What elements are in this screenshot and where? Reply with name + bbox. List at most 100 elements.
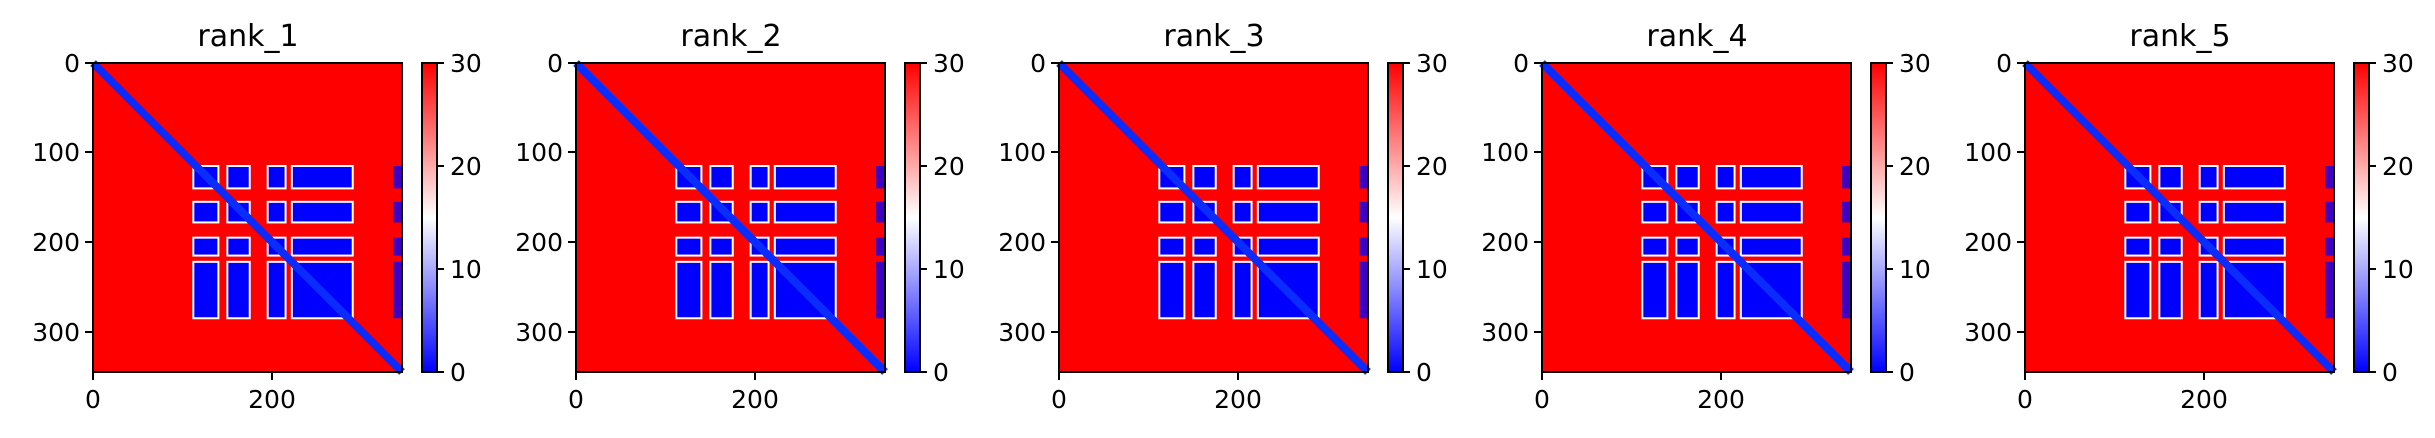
colorbar: 30 20 10 0 (904, 49, 965, 387)
panel-4: rank_4 0 100 200 300 0 200 30 (1481, 19, 1931, 414)
heatmap-diagonal (2022, 60, 2337, 375)
heatmap-block (1158, 260, 1186, 320)
heatmap-block (290, 236, 354, 257)
x-tick-label: 0 (85, 385, 101, 414)
y-tick-label: 0 (547, 49, 563, 78)
y-axis: 0 100 200 300 (515, 49, 576, 347)
heatmap-block (226, 260, 251, 320)
heatmap-block (290, 200, 354, 224)
heatmap-diagonal (1056, 60, 1371, 375)
y-tick-label: 200 (32, 228, 80, 257)
colorbar-tick-label: 30 (2382, 49, 2414, 78)
heatmap-block (675, 200, 703, 224)
heatmap-block (675, 260, 703, 320)
heatmap-block (2124, 260, 2152, 320)
y-tick-label: 0 (1996, 49, 2012, 78)
heatmap-block (192, 260, 220, 320)
panel-title: rank_5 (2129, 19, 2230, 54)
y-tick-label: 100 (998, 138, 1046, 167)
colorbar-tick-label: 10 (933, 255, 965, 284)
colorbar-tick-label: 20 (1899, 152, 1931, 181)
heatmap-block (2222, 236, 2286, 257)
heatmap-block (1675, 236, 1700, 257)
heatmap-block (1158, 200, 1186, 224)
heatmap-edge-block (876, 166, 885, 189)
heatmap-edge-block (1842, 201, 1851, 223)
x-axis: 0 200 (2017, 372, 2228, 414)
heatmap-edge-block (1842, 166, 1851, 189)
colorbar-tick-label: 30 (933, 49, 965, 78)
heatmap-block (773, 165, 837, 190)
x-tick-label: 0 (2017, 385, 2033, 414)
colorbar-tick-label: 20 (933, 152, 965, 181)
panel-3: rank_3 0 100 200 300 0 200 30 (998, 19, 1448, 414)
y-axis: 0 100 200 300 (32, 49, 93, 347)
heatmap-edge-block (393, 237, 402, 256)
heatmap-block (2158, 236, 2183, 257)
x-axis: 0 200 (1051, 372, 1262, 414)
heatmap-block (1641, 236, 1669, 257)
heatmap-block (709, 165, 734, 190)
heatmap-block (2222, 200, 2286, 224)
heatmap-block (709, 236, 734, 257)
heatmap-block (2158, 165, 2183, 190)
panel-1: rank_1 0 100 200 300 0 200 30 (32, 19, 482, 414)
colorbar-tick-label: 20 (450, 152, 482, 181)
colorbar-tick-label: 20 (1416, 152, 1448, 181)
heatmap-block (1256, 236, 1320, 257)
panel-title: rank_3 (1163, 19, 1264, 54)
colorbar-tick-label: 20 (2382, 152, 2414, 181)
y-tick-label: 200 (515, 228, 563, 257)
y-tick-label: 0 (1030, 49, 1046, 78)
y-axis: 0 100 200 300 (998, 49, 1059, 347)
heatmap-edge-block (1359, 166, 1368, 189)
heatmap-edge-block (393, 261, 402, 319)
heatmap-edge-block (1359, 201, 1368, 223)
y-tick-label: 0 (1513, 49, 1529, 78)
colorbar: 30 20 10 0 (1870, 49, 1931, 387)
colorbar-tick-label: 10 (1899, 255, 1931, 284)
heatmap-block (1715, 260, 1736, 320)
colorbar-scale (421, 62, 438, 373)
heatmap-block (1715, 165, 1736, 190)
heatmap-block (709, 260, 734, 320)
x-tick-label: 200 (2180, 385, 2228, 414)
heatmap-block (2198, 260, 2219, 320)
y-tick-label: 100 (32, 138, 80, 167)
y-tick-label: 300 (515, 318, 563, 347)
heatmap-block (1256, 165, 1320, 190)
heatmap-edge-block (393, 201, 402, 223)
heatmap-diagonal (573, 60, 888, 375)
heatmap-diagonal (90, 60, 405, 375)
heatmap-block (1192, 260, 1217, 320)
heatmap-edge-block (876, 261, 885, 319)
colorbar: 30 20 10 0 (2353, 49, 2414, 387)
colorbar: 30 20 10 0 (421, 49, 482, 387)
colorbar: 30 20 10 0 (1387, 49, 1448, 387)
heatmap-edge-block (2325, 261, 2334, 319)
colorbar-tick-label: 0 (1899, 358, 1915, 387)
y-tick-label: 300 (998, 318, 1046, 347)
x-tick-label: 200 (1697, 385, 1745, 414)
heatmap-block (226, 165, 251, 190)
heatmap-block (1256, 200, 1320, 224)
colorbar-scale (1387, 62, 1404, 373)
colorbar-scale (1870, 62, 1887, 373)
heatmap-frame (1058, 62, 1369, 373)
y-tick-label: 300 (1964, 318, 2012, 347)
panel-2: rank_2 0 100 200 300 0 200 30 (515, 19, 965, 414)
heatmap-block (2198, 165, 2219, 190)
heatmap-block (1158, 236, 1186, 257)
heatmap-block (192, 200, 220, 224)
colorbar-tick-label: 0 (2382, 358, 2398, 387)
heatmap-block (2124, 200, 2152, 224)
heatmap-edge-block (1842, 237, 1851, 256)
heatmap-block (2158, 260, 2183, 320)
heatmap-block (1715, 200, 1736, 224)
x-axis: 0 200 (568, 372, 779, 414)
heatmap-block (2198, 200, 2219, 224)
colorbar-scale (2353, 62, 2370, 373)
panel-title: rank_4 (1646, 19, 1747, 54)
y-tick-label: 300 (1481, 318, 1529, 347)
